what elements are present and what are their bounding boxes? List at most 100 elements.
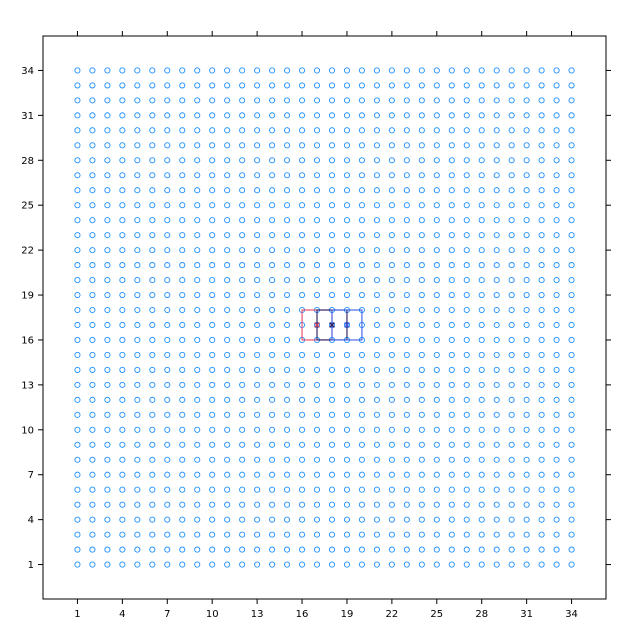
- data-point: [523, 396, 530, 403]
- data-point: [179, 456, 186, 463]
- data-point: [134, 351, 141, 358]
- data-point: [239, 381, 246, 388]
- data-point: [269, 306, 276, 314]
- data-point: [74, 471, 81, 478]
- data-point: [373, 232, 380, 239]
- data-point: [418, 172, 425, 179]
- data-point: [553, 411, 560, 418]
- data-point: [134, 501, 141, 508]
- data-point: [418, 97, 425, 104]
- data-point: [538, 232, 545, 239]
- data-point: [149, 172, 156, 179]
- data-point: [418, 82, 425, 89]
- data-point: [358, 381, 365, 388]
- data-point: [209, 321, 216, 329]
- data-point: [478, 67, 485, 74]
- data-point: [358, 217, 365, 224]
- data-point: [388, 486, 395, 493]
- data-point: [298, 247, 306, 254]
- data-point: [553, 531, 560, 538]
- data-point: [254, 351, 261, 358]
- data-point: [493, 82, 500, 89]
- data-point: [254, 247, 261, 254]
- data-point: [194, 172, 201, 179]
- data-point: [284, 471, 291, 478]
- data-point: [224, 247, 231, 254]
- data-point: [523, 501, 530, 508]
- data-point: [179, 411, 186, 418]
- data-point: [313, 277, 321, 284]
- data-point: [433, 381, 440, 388]
- data-point: [403, 291, 410, 299]
- data-point: [403, 187, 410, 194]
- data-point: [313, 67, 321, 74]
- data-point: [568, 441, 575, 448]
- data-point: [553, 516, 560, 523]
- data-point: [194, 157, 201, 164]
- data-point: [313, 291, 321, 299]
- data-point: [119, 232, 126, 239]
- data-point: [298, 97, 306, 104]
- data-point: [284, 336, 291, 344]
- data-point: [373, 531, 380, 538]
- data-point: [164, 217, 171, 224]
- data-point: [149, 501, 156, 508]
- data-point: [284, 142, 291, 149]
- data-point: [104, 366, 111, 373]
- data-point: [388, 67, 395, 74]
- data-point: [433, 172, 440, 179]
- data-point: [149, 486, 156, 493]
- data-point: [104, 127, 111, 134]
- data-point: [224, 456, 231, 463]
- data-point: [343, 426, 351, 433]
- data-point: [164, 172, 171, 179]
- data-point: [478, 306, 485, 314]
- data-point: [209, 531, 216, 538]
- data-point: [568, 516, 575, 523]
- data-point: [104, 471, 111, 478]
- data-point: [89, 366, 96, 373]
- data-point: [239, 501, 246, 508]
- data-point: [269, 441, 276, 448]
- data-point: [134, 426, 141, 433]
- data-point: [134, 187, 141, 194]
- data-point: [194, 411, 201, 418]
- data-point: [269, 396, 276, 403]
- data-point: [149, 306, 156, 314]
- data-point: [373, 262, 380, 269]
- data-point: [358, 82, 365, 89]
- data-point: [239, 411, 246, 418]
- data-point: [508, 501, 515, 508]
- data-point: [463, 67, 470, 74]
- data-point: [254, 381, 261, 388]
- data-point: [418, 306, 425, 314]
- data-point: [119, 426, 126, 433]
- data-point: [104, 321, 111, 329]
- data-point: [209, 456, 216, 463]
- data-point: [508, 561, 515, 568]
- data-point: [433, 456, 440, 463]
- data-point: [553, 426, 560, 433]
- data-point: [164, 202, 171, 209]
- data-point: [328, 471, 336, 478]
- data-point: [328, 501, 336, 508]
- data-point: [373, 471, 380, 478]
- data-point: [239, 217, 246, 224]
- data-point: [149, 441, 156, 448]
- data-point: [523, 187, 530, 194]
- data-point: [373, 456, 380, 463]
- data-point: [433, 291, 440, 299]
- data-point: [194, 561, 201, 568]
- data-point: [164, 456, 171, 463]
- data-point: [149, 561, 156, 568]
- data-point: [104, 82, 111, 89]
- data-point: [298, 561, 306, 568]
- data-point: [373, 336, 380, 344]
- data-point: [433, 67, 440, 74]
- data-point: [298, 172, 306, 179]
- data-point: [134, 471, 141, 478]
- data-point: [134, 112, 141, 119]
- highlight-cross-markers: [314, 322, 350, 328]
- data-point: [568, 262, 575, 269]
- data-point: [523, 381, 530, 388]
